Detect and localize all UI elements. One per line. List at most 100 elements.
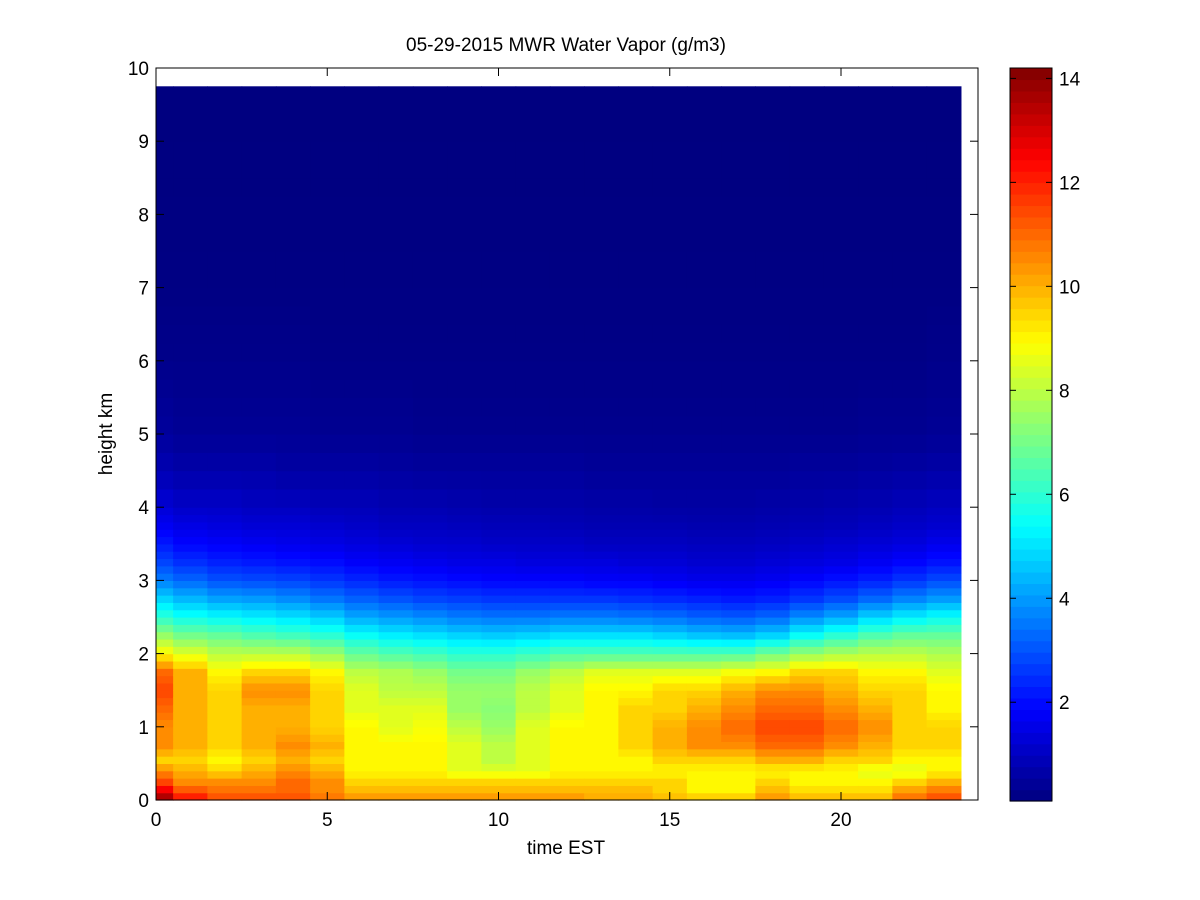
heatmap-cell [721, 196, 756, 215]
colorbar-segment [1010, 400, 1052, 413]
colorbar-segment [1010, 388, 1052, 401]
heatmap-cell [686, 646, 722, 655]
heatmap-cell [275, 792, 311, 801]
heatmap-cell [652, 734, 688, 743]
heatmap-cell [207, 232, 243, 252]
heatmap-cell [549, 415, 585, 435]
heatmap-cell [412, 104, 448, 124]
heatmap-cell [173, 617, 208, 625]
heatmap-cell [156, 397, 174, 417]
heatmap-cell [755, 434, 791, 453]
heatmap-cell [721, 159, 756, 179]
heatmap-cell [207, 214, 243, 234]
heatmap-cell [926, 653, 962, 662]
heatmap-cell [447, 712, 482, 721]
heatmap-cell [618, 232, 654, 252]
heatmap-cell [721, 269, 756, 289]
heatmap-cell [789, 653, 825, 662]
heatmap-cell [207, 521, 243, 530]
colorbar-segment [1010, 720, 1052, 733]
heatmap-cell [173, 587, 208, 596]
heatmap-cell [823, 617, 859, 625]
heatmap-cell [515, 734, 551, 743]
heatmap-cell [344, 529, 380, 538]
heatmap-cell [858, 104, 893, 124]
heatmap-cell [378, 565, 414, 574]
heatmap-cell [156, 269, 174, 289]
heatmap-cell [618, 86, 654, 106]
heatmap-cell [481, 682, 517, 691]
colorbar-tick-label: 12 [1059, 173, 1080, 194]
heatmap-cell [858, 595, 893, 603]
heatmap-cell [412, 602, 448, 611]
heatmap-cell [173, 488, 208, 508]
heatmap-cell [858, 324, 893, 344]
heatmap-cell [207, 543, 243, 552]
heatmap-cell [275, 514, 311, 523]
heatmap-cell [378, 159, 414, 179]
colorbar-segment [1010, 297, 1052, 310]
heatmap-cell [618, 159, 654, 179]
heatmap-cell [892, 360, 928, 380]
heatmap-cell [858, 704, 893, 713]
heatmap-cell [652, 609, 688, 618]
heatmap-cell [789, 324, 825, 344]
colorbar-segment [1010, 629, 1052, 642]
heatmap-cell [156, 712, 174, 721]
colorbar-tick-label: 14 [1059, 69, 1081, 90]
heatmap-cell [207, 770, 243, 779]
heatmap-cell [618, 748, 654, 757]
heatmap-cell [549, 305, 585, 325]
heatmap-cell [789, 397, 825, 417]
heatmap-cell [447, 726, 482, 735]
heatmap-cell [515, 434, 551, 453]
heatmap-cell [344, 521, 380, 530]
heatmap-cell [721, 565, 756, 574]
heatmap-cell [892, 704, 928, 713]
colorbar-segment [1010, 606, 1052, 619]
heatmap-cell [823, 214, 859, 234]
heatmap-cell [755, 653, 791, 662]
heatmap-cell [686, 726, 722, 735]
heatmap-cell [275, 748, 311, 757]
heatmap-cell [207, 397, 243, 417]
heatmap-cell [618, 470, 654, 490]
heatmap-cell [618, 269, 654, 289]
heatmap-cell [686, 470, 722, 490]
heatmap-cell [652, 514, 688, 523]
heatmap-cell [481, 609, 517, 618]
heatmap-cell [789, 214, 825, 234]
heatmap-cell [173, 653, 208, 662]
heatmap-cell [344, 719, 380, 728]
heatmap-cell [584, 682, 619, 691]
heatmap-cell [618, 521, 654, 530]
heatmap-cell [515, 196, 551, 215]
heatmap-cell [549, 141, 585, 161]
heatmap-cell [310, 558, 345, 567]
heatmap-cell [549, 646, 585, 655]
heatmap-cell [447, 251, 482, 270]
heatmap-cell [858, 360, 893, 380]
heatmap-cell [310, 778, 345, 786]
heatmap-cell [207, 712, 243, 721]
heatmap-cell [858, 609, 893, 618]
heatmap-cell [310, 521, 345, 530]
heatmap-cell [721, 360, 756, 380]
heatmap-cell [892, 653, 928, 662]
heatmap-cell [549, 551, 585, 560]
heatmap-cell [241, 646, 277, 655]
heatmap-cell [858, 141, 893, 161]
heatmap-cell [241, 719, 277, 728]
heatmap-cell [926, 342, 962, 362]
heatmap-cell [584, 104, 619, 124]
heatmap-cell [686, 595, 722, 603]
heatmap-cell [789, 617, 825, 625]
heatmap-cell [412, 690, 448, 699]
heatmap-cell [789, 580, 825, 589]
heatmap-cell [652, 488, 688, 508]
heatmap-cell [549, 232, 585, 252]
heatmap-cell [755, 122, 791, 142]
heatmap-cell [241, 434, 277, 453]
heatmap-cell [652, 196, 688, 215]
heatmap-cell [412, 719, 448, 728]
